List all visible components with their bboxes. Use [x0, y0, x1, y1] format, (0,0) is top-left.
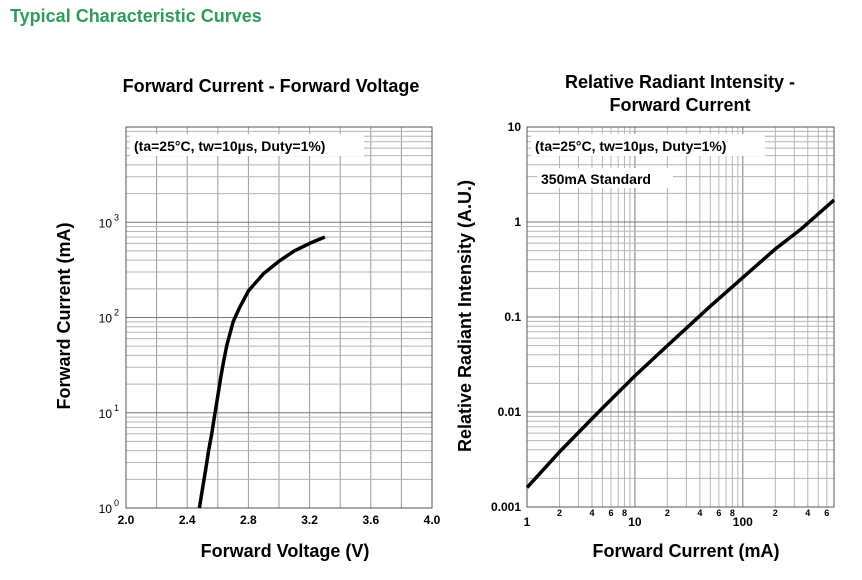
chart2-y-tick-label: 1: [514, 215, 521, 229]
chart2-title-line1: Relative Radiant Intensity -: [565, 72, 795, 92]
chart1-xlabel: Forward Voltage (V): [201, 541, 370, 561]
chart2-condition-box: [531, 134, 765, 156]
chart1-curve: [197, 235, 326, 509]
chart1-grid: [126, 127, 432, 508]
chart1-y-tick-exponent: 2: [114, 308, 119, 318]
chart1-y-tick-exponent: 3: [114, 212, 119, 222]
chart2-title-line2: Forward Current: [609, 95, 750, 115]
chart2-x-tick-label: 2: [557, 508, 562, 518]
chart2-y-tick-label: 0.001: [491, 500, 521, 514]
chart1-y-tick-label: 10: [99, 502, 113, 516]
chart2-x-tick-label: 6: [608, 508, 613, 518]
chart1-y-tick-label: 10: [99, 216, 113, 230]
chart2-y-tick-label: 10: [508, 120, 522, 134]
chart1-y-tick-label: 10: [99, 312, 113, 326]
chart2-x-tick-label: 4: [589, 508, 594, 518]
chart2-x-tick-label: 8: [730, 508, 735, 518]
chart1-condition: (ta=25°C, tw=10µs, Duty=1%): [134, 138, 325, 154]
chart2-y-tick-label: 0.1: [504, 310, 521, 324]
chart2-x-tick-label: 100: [733, 515, 753, 529]
chart1-ylabel: Forward Current (mA): [54, 222, 74, 409]
chart-radiant-intensity-current: Relative Radiant Intensity - Forward Cur…: [455, 72, 836, 561]
chart2-x-tick-label: 6: [716, 508, 721, 518]
chart2-annotation-box: [537, 168, 673, 188]
chart2-ylabel: Relative Radiant Intensity (A.U.): [455, 180, 475, 452]
chart2-x-tick-label: 10: [628, 515, 642, 529]
chart1-y-tick-exponent: 0: [114, 498, 119, 508]
chart2-x-tick-label: 4: [805, 508, 810, 518]
section-title: Typical Characteristic Curves: [10, 6, 262, 26]
chart1-x-tick-label: 2.8: [240, 513, 257, 527]
chart1-plot-frame: [125, 126, 433, 509]
chart2-y-ticks: 10 1 0.1 0.01 0.001: [491, 120, 521, 514]
chart2-x-tick-label: 6: [824, 508, 829, 518]
chart2-annotation: 350mA Standard: [541, 171, 651, 187]
chart1-x-tick-label: 4.0: [424, 513, 441, 527]
chart1-title: Forward Current - Forward Voltage: [123, 76, 420, 96]
chart-forward-current-voltage: Forward Current - Forward Voltage 2.0 2.4…: [54, 76, 441, 561]
chart1-y-tick-label: 10: [99, 407, 113, 421]
chart2-x-tick-label: 1: [524, 515, 531, 529]
chart1-x-tick-label: 2.0: [118, 513, 135, 527]
chart2-x-tick-label: 4: [697, 508, 702, 518]
chart2-xlabel: Forward Current (mA): [592, 541, 779, 561]
chart1-y-tick-exponent: 1: [114, 403, 119, 413]
chart2-plot-frame: [526, 126, 835, 508]
chart1-x-ticks: 2.0 2.4 2.8 3.2 3.6 4.0: [118, 513, 441, 527]
chart1-x-tick-label: 3.6: [362, 513, 379, 527]
chart2-x-tick-label: 8: [622, 508, 627, 518]
chart2-y-tick-label: 0.01: [498, 405, 522, 419]
chart1-condition-box: [130, 134, 364, 156]
chart2-condition: (ta=25°C, tw=10µs, Duty=1%): [535, 138, 726, 154]
chart1-x-tick-label: 3.2: [301, 513, 318, 527]
chart2-curve: [525, 198, 836, 489]
chart1-x-tick-label: 2.4: [179, 513, 196, 527]
chart2-x-tick-label: 2: [773, 508, 778, 518]
chart2-x-tick-label: 2: [665, 508, 670, 518]
